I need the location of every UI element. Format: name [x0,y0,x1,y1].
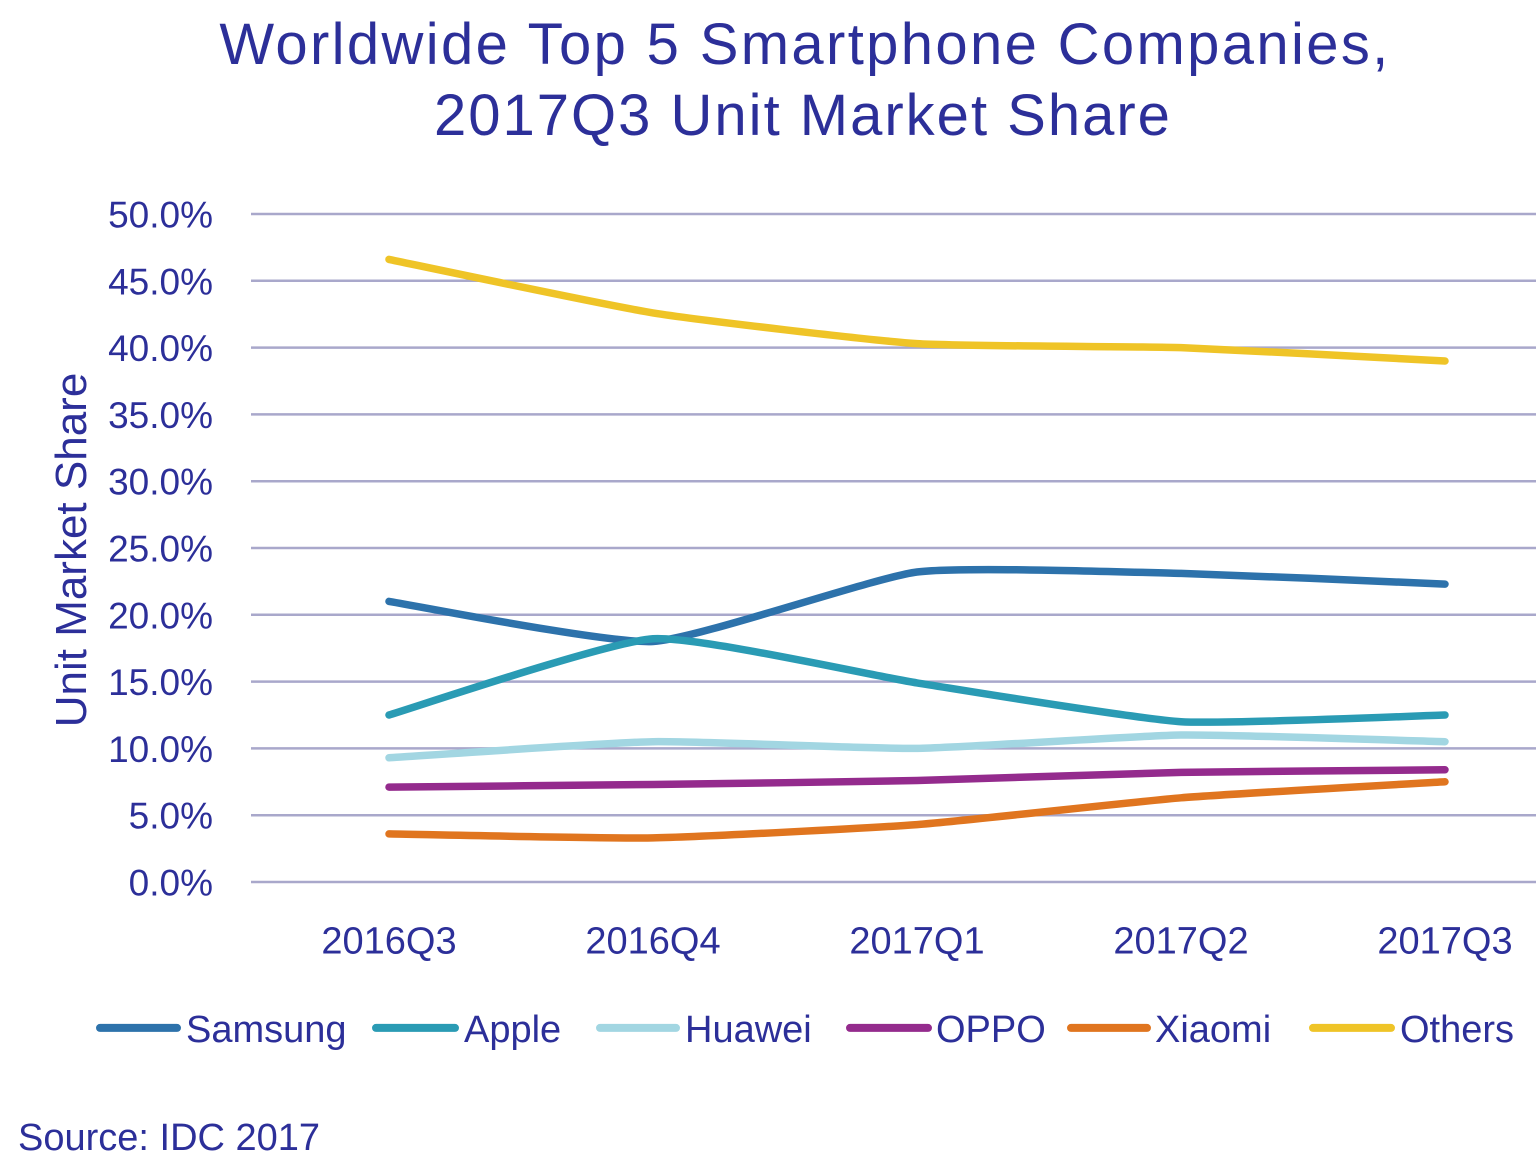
svg-text:15.0%: 15.0% [108,662,213,703]
svg-text:OPPO: OPPO [936,1009,1046,1051]
svg-text:2017Q3 Unit Market Share: 2017Q3 Unit Market Share [434,83,1172,148]
svg-text:5.0%: 5.0% [129,796,213,837]
svg-text:35.0%: 35.0% [108,395,213,436]
svg-text:40.0%: 40.0% [108,328,213,369]
svg-text:2016Q3: 2016Q3 [321,921,456,963]
svg-text:Unit Market Share: Unit Market Share [47,373,96,728]
svg-text:30.0%: 30.0% [108,462,213,503]
svg-text:Others: Others [1400,1009,1514,1051]
svg-text:25.0%: 25.0% [108,529,213,570]
svg-text:20.0%: 20.0% [108,595,213,636]
svg-text:2017Q2: 2017Q2 [1113,921,1248,963]
svg-text:Apple: Apple [464,1009,561,1051]
svg-text:Source: IDC 2017: Source: IDC 2017 [18,1117,320,1159]
svg-text:0.0%: 0.0% [129,863,213,904]
svg-text:10.0%: 10.0% [108,729,213,770]
svg-text:Samsung: Samsung [186,1009,347,1051]
svg-text:50.0%: 50.0% [108,195,213,236]
svg-text:Huawei: Huawei [685,1009,812,1051]
svg-text:2017Q1: 2017Q1 [849,921,984,963]
svg-text:2017Q3: 2017Q3 [1377,921,1512,963]
svg-text:Worldwide Top 5 Smartphone Com: Worldwide Top 5 Smartphone Companies, [219,12,1390,77]
svg-text:2016Q4: 2016Q4 [585,921,720,963]
svg-text:45.0%: 45.0% [108,261,213,302]
svg-text:Xiaomi: Xiaomi [1155,1009,1271,1051]
